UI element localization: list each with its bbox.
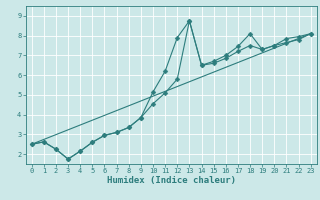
X-axis label: Humidex (Indice chaleur): Humidex (Indice chaleur) <box>107 176 236 185</box>
